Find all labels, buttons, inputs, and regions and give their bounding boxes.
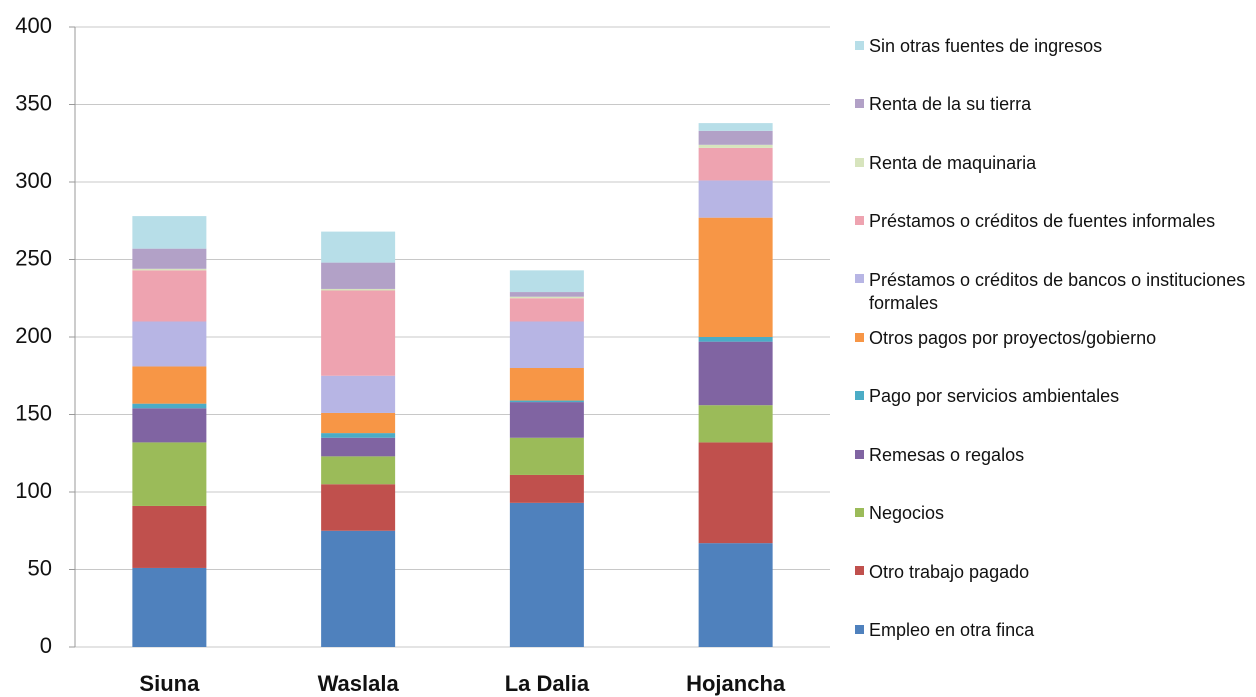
- bar-segment: [509, 502, 584, 647]
- legend-item: Préstamos o créditos de fuentes informal…: [855, 210, 1256, 233]
- bar-segment: [321, 412, 396, 434]
- bar-segment: [132, 268, 207, 271]
- bar-segment: [132, 505, 207, 568]
- legend-label: Préstamos o créditos de fuentes informal…: [869, 211, 1216, 232]
- bar-segment: [132, 216, 207, 249]
- bar-segment: [698, 217, 773, 337]
- legend-item: Pago por servicios ambientales: [855, 385, 1256, 408]
- y-tick-label: 350: [15, 90, 52, 115]
- legend-item: Negocios: [855, 502, 1256, 525]
- y-tick-label: 100: [15, 478, 52, 503]
- bar-segment: [509, 402, 584, 438]
- legend-swatch: [855, 157, 864, 167]
- legend-label: Otros pagos por proyectos/gobierno: [869, 328, 1157, 348]
- bar-segment: [698, 123, 773, 131]
- y-tick-label: 0: [40, 633, 52, 658]
- y-tick-label: 50: [28, 555, 52, 580]
- bar-segment: [321, 530, 396, 647]
- bar-segment: [132, 567, 207, 647]
- legend-swatch: [855, 391, 864, 401]
- y-tick-label: 400: [15, 13, 52, 38]
- bar-segment: [132, 270, 207, 322]
- legend-label: Renta de maquinaria: [869, 152, 1037, 173]
- legend-label: Otro trabajo pagado: [869, 561, 1030, 582]
- bar-segment: [509, 270, 584, 293]
- bar-segment: [321, 456, 396, 485]
- legend-item: Otro trabajo pagado: [855, 561, 1256, 584]
- legend-item: Renta de maquinaria: [855, 152, 1256, 175]
- legend-item: Otros pagos por proyectos/gobierno: [855, 327, 1256, 350]
- legend-swatch: [855, 40, 864, 50]
- bar-segment: [321, 375, 396, 413]
- legend-label: Negocios: [869, 503, 945, 524]
- y-tick-label: 300: [15, 168, 52, 193]
- legend-label: Empleo en otra finca: [869, 620, 1035, 640]
- bar-segment: [132, 408, 207, 443]
- bar-segment: [698, 442, 773, 544]
- bar-segment: [509, 292, 584, 297]
- bar-segment: [698, 147, 773, 181]
- bar-segment: [321, 231, 396, 263]
- bar-segment: [132, 321, 207, 367]
- legend-label: Remesas o regalos: [869, 444, 1025, 465]
- bar-segment: [698, 144, 773, 148]
- legend-swatch: [855, 507, 864, 517]
- legend-label: Pago por servicios ambientales: [869, 386, 1120, 407]
- x-tick-label: Siuna: [139, 671, 200, 696]
- bar-segment: [698, 543, 773, 647]
- legend-item: Remesas o regalos: [855, 444, 1256, 467]
- legend-item: Empleo en otra finca: [855, 619, 1256, 642]
- legend-swatch: [855, 449, 864, 459]
- bar-segment: [698, 337, 773, 342]
- y-tick-label: 200: [15, 323, 52, 348]
- bar-segment: [698, 341, 773, 406]
- bar-segment: [698, 405, 773, 443]
- legend-item: Sin otras fuentes de ingresos: [855, 35, 1256, 58]
- x-tick-label: La Dalia: [505, 671, 590, 696]
- bar-segment: [132, 366, 207, 404]
- bar-segment: [321, 262, 396, 289]
- bar-segment: [509, 400, 584, 403]
- legend-label: Préstamos o créditos de bancos o institu…: [869, 269, 1246, 313]
- bar-segment: [509, 321, 584, 368]
- bar-segment: [509, 437, 584, 475]
- bar-segment: [132, 403, 207, 409]
- bar-segment: [321, 290, 396, 376]
- bar-segment: [321, 437, 396, 457]
- legend-swatch: [855, 332, 864, 342]
- legend-label: Renta de la su tierra: [869, 94, 1032, 115]
- legend-item: Renta de la su tierra: [855, 93, 1256, 116]
- bar-segment: [698, 180, 773, 218]
- bar-segment: [509, 296, 584, 299]
- x-tick-label: Waslala: [318, 671, 400, 696]
- bar-segment: [321, 288, 396, 291]
- y-tick-label: 250: [15, 245, 52, 270]
- bar-segment: [132, 442, 207, 506]
- bar-segment: [698, 130, 773, 145]
- legend-item: Préstamos o créditos de bancos o institu…: [855, 269, 1256, 315]
- bar-segment: [509, 368, 584, 401]
- legend-label: Sin otras fuentes de ingresos: [869, 36, 1103, 56]
- bar-segment: [321, 433, 396, 438]
- y-tick-label: 150: [15, 400, 52, 425]
- legend-swatch: [855, 624, 864, 634]
- bar-segment: [509, 298, 584, 322]
- bar-segment: [321, 484, 396, 531]
- bar-segment: [132, 248, 207, 269]
- legend-swatch: [855, 566, 864, 576]
- bar-segment: [509, 474, 584, 503]
- legend-swatch: [855, 274, 864, 284]
- x-tick-label: Hojancha: [686, 671, 786, 696]
- legend-swatch: [855, 99, 864, 109]
- legend-swatch: [855, 215, 864, 225]
